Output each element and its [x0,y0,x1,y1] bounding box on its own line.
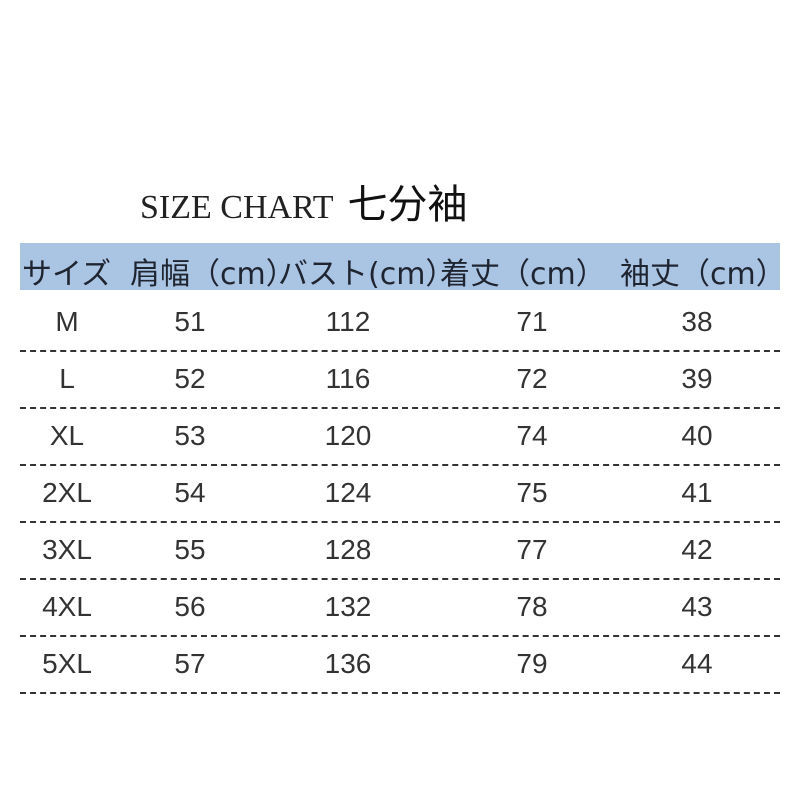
cell-shoulder: 53 [174,420,206,451]
cell-length: 79 [516,648,548,679]
cell-length: 78 [516,591,548,622]
cell-sleeve: 43 [681,591,713,622]
cell-shoulder: 54 [174,477,206,508]
cell-shoulder: 56 [174,591,206,622]
cell-bust: 136 [324,648,372,679]
cell-size: 2XL [42,477,92,508]
cell-sleeve: 40 [681,420,713,451]
table-row: 3XL 55 128 77 42 [20,522,780,579]
cell-bust: 124 [324,477,372,508]
table-row: XL 53 120 74 40 [20,408,780,465]
table-row: 5XL 57 136 79 44 [20,636,780,693]
cell-size: L [59,363,75,394]
cell-length: 75 [516,477,548,508]
row-divider [20,350,780,352]
row-divider [20,635,780,637]
header-size: サイズ [22,257,112,292]
cell-length: 71 [516,306,548,337]
cell-length: 72 [516,363,548,394]
cell-sleeve: 42 [681,534,713,565]
cell-sleeve: 38 [681,306,713,337]
table-row: 4XL 56 132 78 43 [20,579,780,636]
cell-sleeve: 41 [681,477,713,508]
cell-size: XL [49,420,85,451]
row-divider [20,464,780,466]
header-sleeve: 袖丈（cm） [620,257,786,292]
header-length: 着丈（cm） [440,257,606,292]
header-bust: バスト(cm） [278,257,456,292]
cell-size: 4XL [42,591,92,622]
table-row: L 52 116 72 39 [20,351,780,408]
cell-bust: 128 [324,534,372,565]
title-english: SIZE CHART [140,189,334,226]
table-row: 2XL 54 124 75 41 [20,465,780,522]
cell-size: M [55,306,79,337]
header-shoulder: 肩幅（cm） [130,257,296,292]
size-chart-title: SIZE CHART 七分袖 [140,172,467,230]
cell-sleeve: 44 [681,648,713,679]
table-row: M 51 112 71 38 [20,294,780,351]
cell-shoulder: 51 [174,306,206,337]
row-divider [20,578,780,580]
cell-length: 74 [516,420,548,451]
row-divider [20,692,780,694]
row-divider [20,521,780,523]
cell-length: 77 [516,534,548,565]
cell-shoulder: 52 [174,363,206,394]
table-header: サイズ 肩幅（cm） バスト(cm） 着丈（cm） 袖丈（cm） [20,243,786,292]
cell-bust: 112 [325,306,371,337]
cell-bust: 116 [325,363,371,394]
cell-bust: 120 [324,420,372,451]
cell-size: 3XL [42,534,92,565]
cell-shoulder: 57 [174,648,206,679]
cell-sleeve: 39 [681,363,713,394]
row-divider [20,407,780,409]
title-japanese: 七分袖 [347,182,468,228]
cell-shoulder: 55 [174,534,206,565]
cell-size: 5XL [42,648,92,679]
cell-bust: 132 [324,591,372,622]
